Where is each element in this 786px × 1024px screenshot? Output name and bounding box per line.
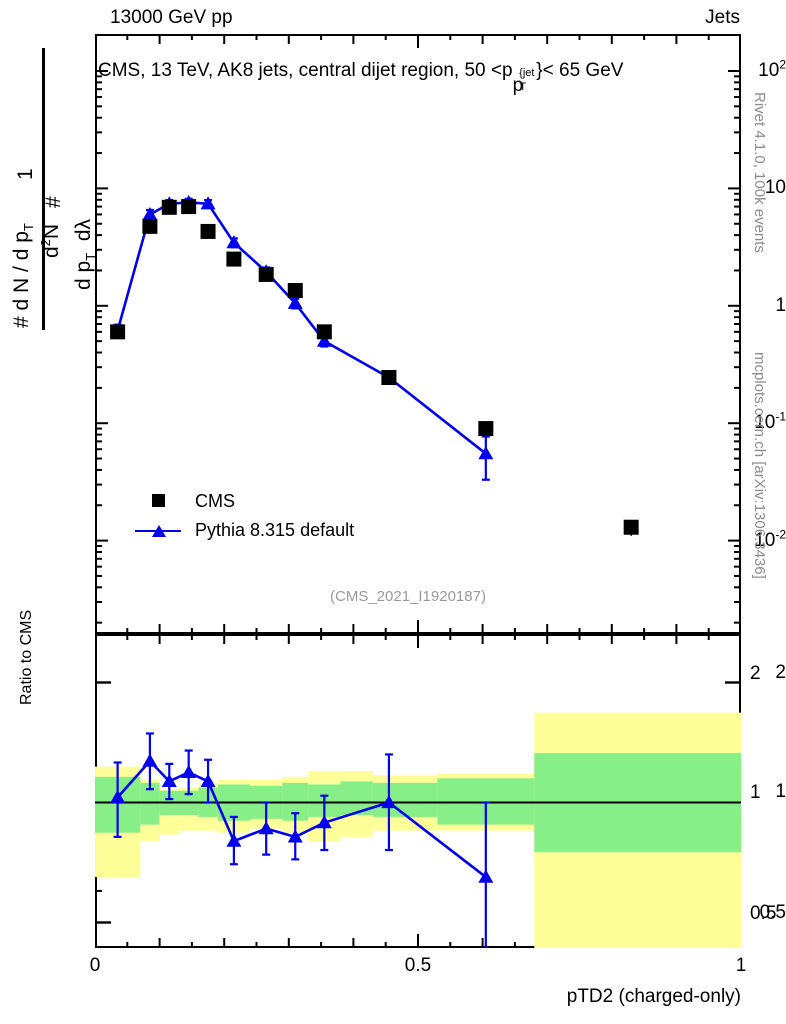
ytick-label-1e-2: 10-2 — [754, 527, 786, 551]
legend-entry-pythia: Pythia 8.315 default — [135, 516, 354, 545]
ratio-ytick-label-05-right: 0.5 — [750, 903, 777, 924]
analysis-category-label: Jets — [705, 7, 740, 28]
ratio-ytick-label-1-left: 1 — [775, 781, 786, 802]
main-plot-canvas — [95, 34, 741, 634]
plot-title-subscript: T — [519, 80, 527, 93]
rivet-version-credit: Rivet 4.1.0, 100k events — [751, 92, 768, 253]
ratio-ytick-label-2-left: 2 — [775, 662, 786, 683]
ytick-label-1e0: 1 — [775, 295, 786, 316]
yaxis-fraction-bar — [42, 48, 45, 330]
beam-energy-label: 13000 GeV pp — [110, 7, 233, 28]
xaxis-title: pTD2 (charged-only) — [566, 986, 741, 1007]
ratio-plot-canvas — [95, 634, 741, 948]
analysis-id-watermark: (CMS_2021_I1920187) — [330, 588, 486, 605]
xtick-label-05: 0.5 — [404, 955, 432, 976]
ytick-label-1e-1: 10-1 — [754, 409, 786, 433]
legend-label-pythia: Pythia 8.315 default — [195, 520, 355, 540]
main-yaxis-label: d pT dλ d2N # d N / d pT # 1 — [0, 40, 98, 330]
yaxis-denominator: # d N / d pT — [10, 223, 37, 328]
yaxis-numerator-top: d2N — [38, 223, 63, 258]
plot-title-tail: }< 65 GeV — [536, 60, 624, 81]
legend: CMS Pythia 8.315 default — [135, 487, 354, 545]
legend-label-cms: CMS — [195, 491, 235, 511]
xtick-label-0: 0 — [89, 955, 101, 976]
legend-marker-triangle — [135, 523, 181, 539]
ratio-ytick-label-05-left: 0.5 — [759, 902, 786, 923]
ratio-yaxis-label: Ratio to CMS — [18, 609, 35, 705]
xtick-label-1: 1 — [735, 955, 747, 976]
plot-title-superscript: {jet — [519, 67, 535, 80]
ytick-label-1e1: 10 — [764, 177, 786, 198]
ratio-ytick-label-1-right: 1 — [750, 782, 761, 803]
mcplots-credit: mcplots.cern.ch [arXiv:1306.3436] — [751, 352, 768, 579]
plot-title-text: CMS, 13 TeV, AK8 jets, central dijet reg… — [98, 60, 513, 81]
yaxis-hash-factor: # — [42, 196, 65, 208]
legend-marker-square — [135, 491, 181, 512]
legend-entry-cms: CMS — [135, 487, 354, 516]
yaxis-one-factor: 1 — [14, 168, 37, 180]
plot-title: CMS, 13 TeV, AK8 jets, central dijet reg… — [98, 60, 624, 97]
ratio-ytick-label-2-right: 2 — [750, 663, 761, 684]
ytick-label-1e2: 102 — [758, 57, 786, 81]
